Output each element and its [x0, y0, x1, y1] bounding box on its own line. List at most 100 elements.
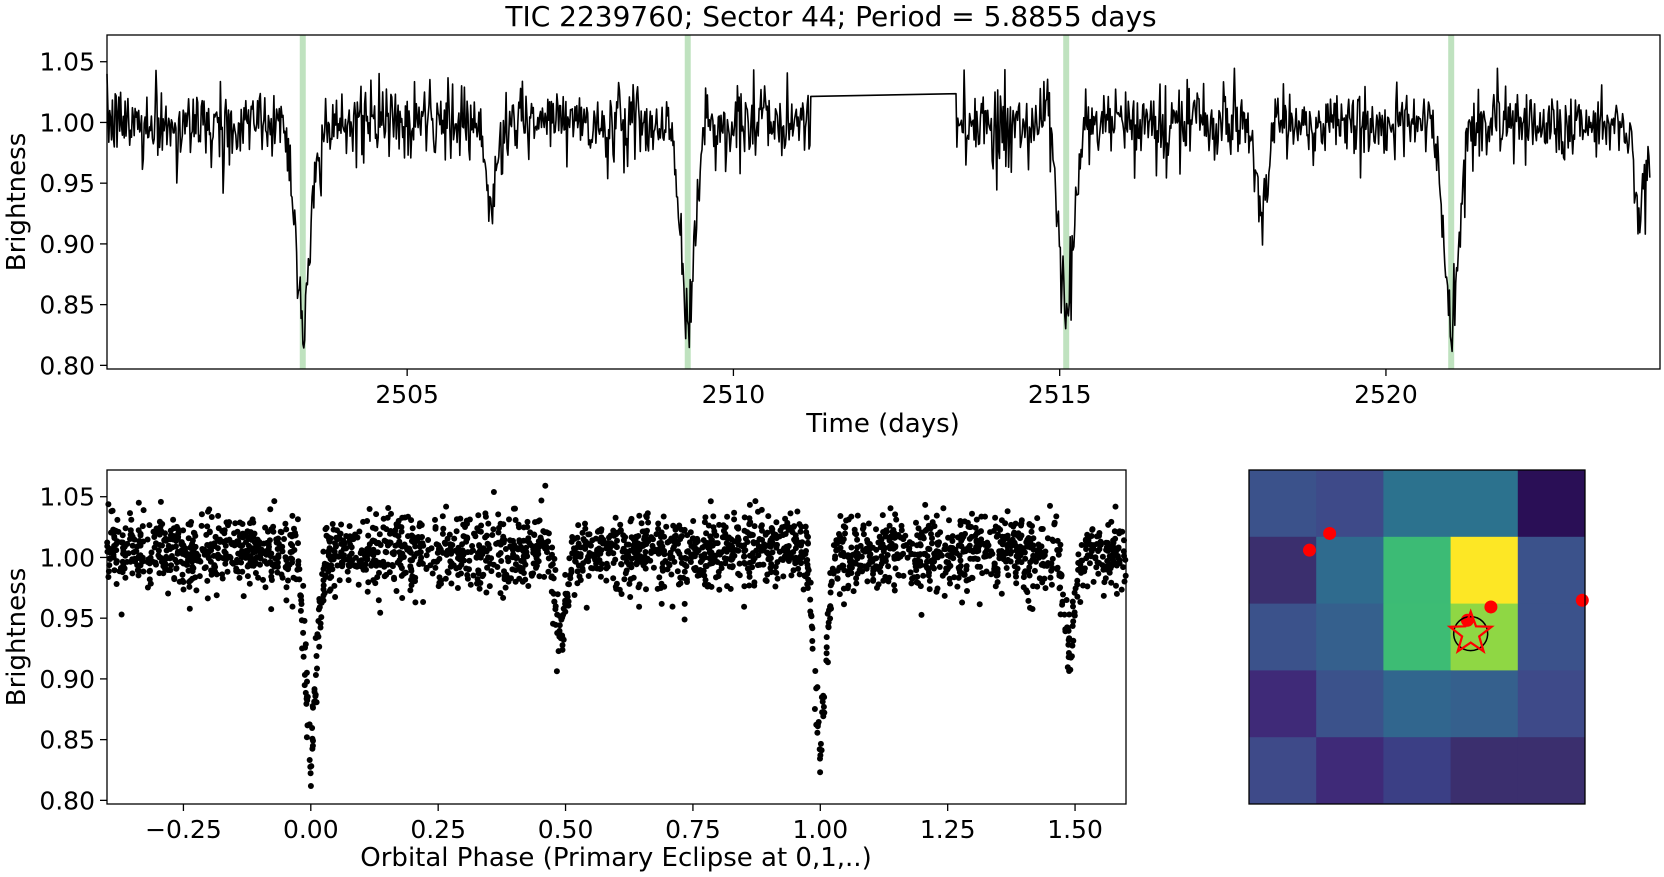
phase-point — [582, 520, 588, 527]
phase-point — [1086, 560, 1093, 567]
primary-eclipse-band — [684, 35, 691, 369]
phase-point — [623, 559, 630, 565]
phase-point — [807, 608, 814, 615]
pixel-cell — [1316, 737, 1384, 805]
phase-point — [618, 591, 625, 597]
phase-point — [843, 517, 850, 524]
phase-point — [1034, 515, 1041, 522]
phase-point — [129, 542, 136, 549]
phase-point — [215, 525, 222, 532]
phase-point — [376, 531, 383, 538]
phase-point — [982, 553, 989, 560]
phase-point — [900, 572, 907, 579]
phase-point — [585, 573, 592, 579]
phase-point — [576, 573, 583, 580]
time-series-xtick-label: 2510 — [702, 380, 766, 409]
phase-point — [811, 706, 818, 712]
phase-point — [569, 534, 576, 540]
phase-point — [823, 644, 830, 651]
phase-point — [495, 571, 502, 578]
phase-point — [310, 737, 316, 744]
phase-point — [683, 563, 690, 570]
phase-point — [939, 572, 946, 579]
phase-point — [332, 540, 338, 547]
phase-point — [1027, 559, 1034, 566]
phase-point — [189, 563, 196, 570]
pixel-cell — [1517, 670, 1586, 738]
pixel-markers — [1302, 526, 1589, 655]
phase-point — [365, 579, 372, 586]
phase-point — [1048, 567, 1055, 574]
phase-point — [746, 573, 753, 580]
phase-point — [375, 539, 382, 546]
phase-point — [357, 550, 364, 557]
phase-point — [352, 531, 358, 538]
phase-point — [144, 536, 151, 543]
phase-point — [659, 567, 666, 574]
phase-point — [240, 593, 247, 600]
phase-point — [328, 573, 335, 580]
phase-point — [246, 580, 253, 587]
phase-point — [226, 553, 233, 560]
phase-point — [294, 566, 301, 573]
phase-point — [375, 597, 382, 604]
phase-point — [898, 527, 905, 534]
figure-title: TIC 2239760; Sector 44; Period = 5.8855 … — [504, 0, 1156, 33]
phase-point — [690, 518, 697, 524]
phase-point — [362, 561, 369, 568]
phase-point — [194, 557, 201, 564]
phase-point — [128, 516, 135, 523]
phase-point — [780, 557, 786, 563]
phase-point — [1026, 564, 1033, 571]
phase-point — [139, 523, 146, 530]
phase-point — [472, 533, 479, 540]
phase-point — [794, 508, 801, 515]
phase-point — [1103, 539, 1110, 546]
phase-point — [687, 559, 694, 565]
phase-point — [675, 581, 682, 588]
phase-point — [1036, 575, 1043, 582]
phase-point — [394, 559, 401, 566]
time-series-xtick-label: 2515 — [1028, 380, 1092, 409]
phase-point — [1065, 637, 1072, 643]
phase-point — [870, 571, 876, 577]
pixel-cell — [1249, 737, 1317, 805]
phase-point — [533, 564, 539, 571]
phase-point — [189, 541, 196, 547]
phase-point — [823, 650, 830, 657]
phase-point — [505, 558, 512, 565]
phase-point — [315, 606, 322, 613]
phase-point — [550, 620, 556, 627]
phase-folded-ytick-label: 0.85 — [39, 726, 95, 755]
phase-point — [233, 565, 240, 572]
phase-point — [954, 534, 961, 541]
phase-point — [692, 564, 699, 571]
phase-point — [320, 582, 327, 589]
phase-point — [549, 544, 556, 551]
phase-point — [909, 575, 916, 582]
phase-point — [295, 561, 302, 568]
phase-point — [443, 503, 450, 510]
phase-point — [706, 541, 712, 548]
phase-point — [715, 573, 722, 580]
phase-point — [1051, 519, 1058, 526]
phase-point — [689, 535, 696, 542]
phase-point — [175, 533, 182, 540]
phase-point — [644, 527, 650, 534]
phase-point — [338, 521, 345, 528]
phase-point — [476, 542, 483, 549]
phase-point — [283, 526, 290, 533]
phase-point — [957, 557, 964, 564]
phase-point — [318, 614, 325, 621]
phase-point — [589, 537, 596, 544]
phase-point — [554, 591, 561, 598]
phase-point — [841, 601, 847, 608]
phase-folded-ytick-label: 0.90 — [39, 665, 95, 694]
phase-point — [1011, 563, 1018, 570]
phase-point — [1112, 503, 1119, 510]
phase-point — [970, 548, 977, 555]
phase-point — [728, 536, 735, 543]
phase-point — [787, 555, 794, 561]
phase-point — [285, 577, 291, 584]
phase-point — [1022, 568, 1029, 575]
